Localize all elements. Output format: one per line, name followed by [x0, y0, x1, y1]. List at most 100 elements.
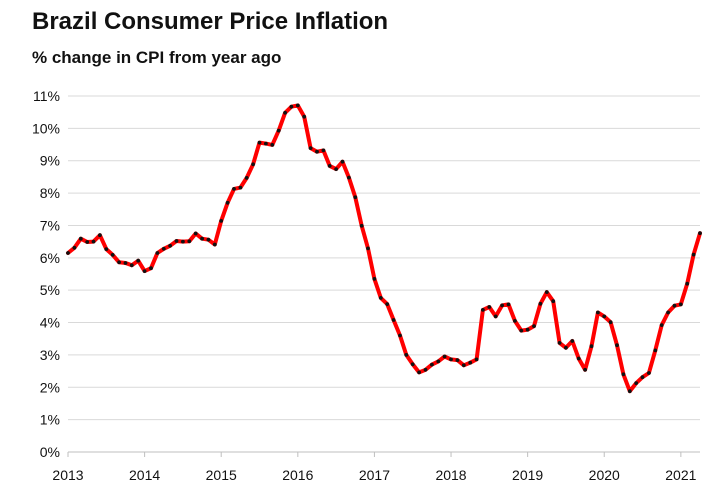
x-tick-label: 2020	[589, 467, 620, 483]
data-point	[85, 240, 90, 244]
data-point	[481, 308, 485, 312]
data-point	[417, 370, 421, 375]
data-point	[557, 341, 562, 345]
data-point	[359, 223, 364, 228]
data-point	[66, 251, 70, 255]
y-tick-label: 9%	[40, 153, 60, 169]
data-point	[666, 310, 670, 315]
data-point	[225, 200, 230, 205]
data-point	[149, 266, 153, 271]
data-point	[264, 141, 268, 146]
data-point	[685, 281, 690, 286]
series-line	[66, 103, 702, 394]
data-point	[155, 251, 160, 255]
data-point	[602, 314, 607, 319]
data-point	[430, 362, 434, 367]
data-point	[117, 260, 121, 265]
data-point	[302, 114, 307, 119]
data-point	[378, 296, 383, 300]
data-point	[366, 246, 370, 251]
data-point	[532, 324, 536, 328]
data-point	[181, 239, 185, 244]
y-tick-label: 10%	[32, 120, 60, 136]
data-point	[634, 381, 639, 385]
data-point	[493, 314, 498, 319]
y-tick-label: 3%	[40, 347, 60, 363]
data-point	[449, 357, 453, 362]
data-point	[168, 243, 173, 248]
data-point	[653, 348, 658, 353]
data-point	[327, 164, 332, 168]
data-point	[136, 258, 141, 263]
y-tick-label: 2%	[40, 379, 60, 395]
data-point	[129, 263, 134, 268]
data-point	[251, 162, 256, 167]
data-point	[564, 345, 568, 350]
data-point	[436, 359, 441, 364]
axes	[67, 451, 700, 457]
y-tick-label: 8%	[40, 185, 60, 201]
data-point	[78, 236, 83, 241]
data-point	[315, 149, 319, 154]
data-point	[615, 343, 619, 348]
data-point	[551, 299, 556, 304]
data-point	[570, 339, 575, 343]
grid-lines	[68, 95, 700, 421]
data-point	[340, 159, 345, 164]
data-point	[289, 104, 294, 109]
data-point	[98, 233, 102, 238]
y-tick-label: 1%	[40, 412, 60, 428]
data-point	[589, 344, 594, 349]
data-point	[372, 277, 377, 281]
data-point	[583, 367, 587, 372]
y-tick-label: 0%	[40, 444, 60, 460]
data-point	[627, 389, 632, 394]
data-point	[238, 185, 243, 190]
y-tick-label: 11%	[33, 88, 60, 104]
data-point	[525, 327, 530, 332]
data-point	[474, 357, 479, 362]
data-point	[596, 310, 600, 315]
data-point	[640, 375, 645, 380]
y-tick-label: 5%	[40, 282, 60, 298]
data-point	[283, 110, 287, 115]
chart-title: Brazil Consumer Price Inflation	[32, 8, 389, 35]
data-point	[104, 247, 109, 252]
data-point	[544, 290, 549, 294]
data-point	[461, 363, 466, 368]
data-point	[123, 261, 128, 265]
x-tick-label: 2018	[435, 467, 466, 483]
data-point	[206, 237, 211, 242]
x-tick-label: 2016	[282, 467, 313, 483]
data-point	[691, 252, 696, 257]
data-point	[621, 372, 626, 377]
data-point	[161, 246, 166, 251]
data-point	[410, 362, 415, 367]
data-point	[576, 356, 581, 361]
x-tick-label: 2019	[512, 467, 543, 483]
data-point	[442, 354, 447, 359]
data-point	[232, 187, 236, 191]
data-point	[647, 371, 651, 375]
data-point	[398, 333, 402, 338]
data-point	[608, 320, 613, 325]
data-point	[678, 302, 683, 307]
data-point	[72, 245, 77, 250]
data-point	[321, 148, 326, 153]
data-point	[142, 269, 147, 273]
data-point	[212, 242, 217, 247]
data-point	[308, 146, 313, 151]
data-point	[391, 318, 396, 322]
data-point	[347, 175, 351, 180]
data-point	[270, 143, 275, 147]
data-point	[91, 239, 96, 244]
x-tick-label: 2013	[52, 467, 83, 483]
data-point	[257, 140, 262, 145]
data-point	[219, 219, 224, 223]
data-point	[200, 236, 205, 241]
y-tick-label: 4%	[40, 315, 60, 331]
data-point	[519, 328, 524, 333]
data-point	[353, 195, 358, 200]
data-point	[334, 167, 338, 172]
